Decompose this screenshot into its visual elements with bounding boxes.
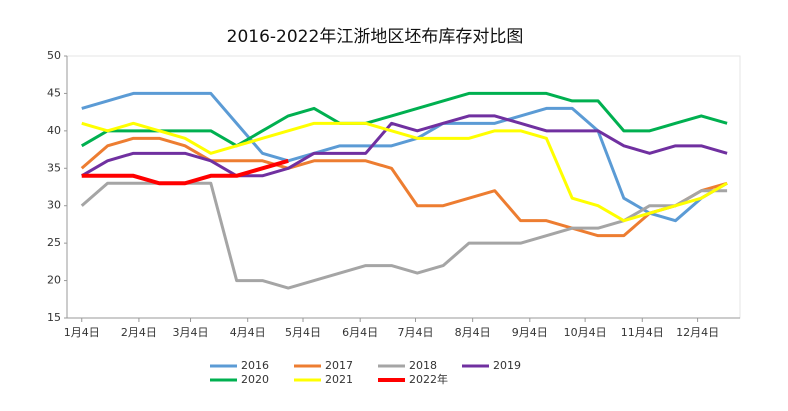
legend-label: 2020	[241, 373, 269, 386]
x-tick-label: 4月4日	[230, 326, 266, 339]
legend-label: 2021	[325, 373, 353, 386]
x-tick-label: 7月4日	[397, 326, 433, 339]
series-line	[81, 91, 728, 223]
series-line	[80, 136, 728, 238]
x-tick-label: 2月4日	[121, 326, 157, 339]
legend-label: 2019	[493, 359, 521, 372]
x-tick-label: 1月4日	[64, 326, 100, 339]
series-line	[80, 114, 728, 178]
x-tick-label: 3月4日	[173, 326, 209, 339]
x-tick-label: 12月4日	[676, 326, 719, 339]
y-tick-label: 25	[47, 236, 61, 249]
y-tick-label: 45	[47, 86, 61, 99]
legend-label: 2016	[241, 359, 269, 372]
legend-label: 2022年	[409, 372, 448, 386]
y-tick-label: 30	[47, 199, 61, 212]
series-line	[80, 181, 728, 290]
x-tick-label: 6月4日	[342, 326, 378, 339]
y-tick-label: 20	[47, 274, 61, 287]
x-tick-label: 9月4日	[512, 326, 548, 339]
series-line	[81, 158, 289, 186]
x-tick-label: 5月4日	[285, 326, 321, 339]
y-tick-label: 35	[47, 161, 61, 174]
chart-title: 2016-2022年江浙地区坯布库存对比图	[227, 27, 524, 47]
legend-label: 2017	[325, 359, 353, 372]
y-tick-label: 15	[47, 311, 61, 324]
y-tick-label: 50	[47, 49, 61, 62]
series-line	[81, 121, 728, 223]
y-tick-label: 40	[47, 124, 61, 137]
x-tick-label: 10月4日	[564, 326, 607, 339]
x-tick-label: 8月4日	[455, 326, 491, 339]
x-tick-label: 11月4日	[621, 326, 664, 339]
series-line	[80, 91, 728, 148]
legend-label: 2018	[409, 359, 437, 372]
